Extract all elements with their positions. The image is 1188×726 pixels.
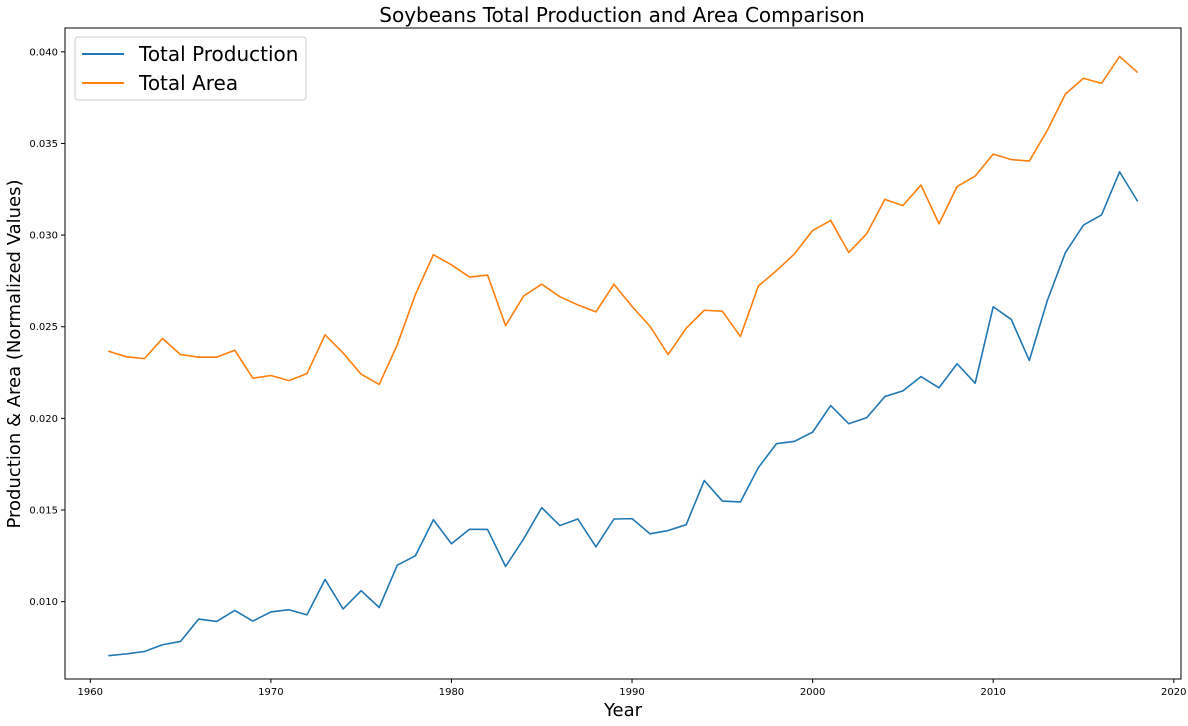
- chart-title: Soybeans Total Production and Area Compa…: [379, 3, 864, 27]
- y-tick-label: 0.030: [29, 231, 58, 242]
- y-tick-label: 0.025: [29, 322, 58, 333]
- x-tick-label: 2010: [980, 687, 1005, 698]
- legend-label-total-area: Total Area: [138, 71, 238, 95]
- y-tick-label: 0.040: [29, 47, 58, 58]
- y-tick-label: 0.035: [29, 139, 58, 150]
- y-tick-label: 0.020: [29, 414, 58, 425]
- x-axis-label: Year: [603, 700, 643, 721]
- x-tick-label: 2000: [800, 687, 825, 698]
- x-axis: 1960 1970 1980 1990 2000 2010 2020: [78, 679, 1187, 698]
- plot-area: [64, 27, 1182, 680]
- x-tick-label: 1990: [619, 687, 644, 698]
- x-tick-label: 2020: [1161, 687, 1186, 698]
- y-axis: 0.010 0.015 0.020 0.025 0.030 0.035 0.040: [29, 47, 65, 608]
- x-tick-label: 1970: [258, 687, 283, 698]
- plot-frame: [64, 27, 1182, 680]
- legend-box: [74, 36, 307, 101]
- x-tick-label: 1960: [78, 687, 103, 698]
- legend-label-total-production: Total Production: [138, 42, 298, 66]
- series-lines: [108, 55, 1139, 657]
- y-tick-label: 0.015: [29, 506, 58, 517]
- y-tick-label: 0.010: [29, 597, 58, 608]
- x-tick-label: 1980: [439, 687, 464, 698]
- legend: Total Production Total Area: [74, 36, 307, 101]
- y-axis-label: Production & Area (Normalized Values): [4, 179, 25, 528]
- series-line-total-production: [108, 171, 1139, 657]
- series-line-total-area: [108, 55, 1139, 386]
